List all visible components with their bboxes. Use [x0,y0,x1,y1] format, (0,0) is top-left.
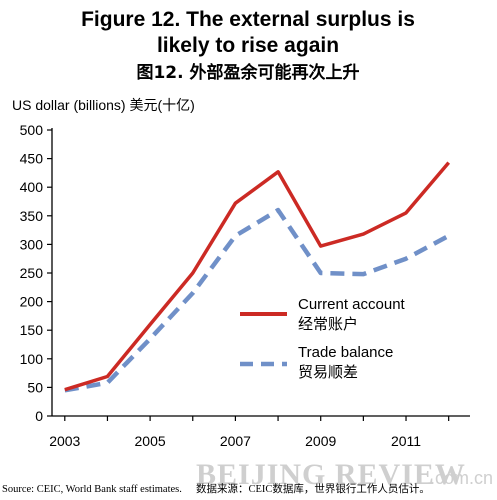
source-note: Source: CEIC, World Bank staff estimates… [2,484,182,495]
chart-title-line2: likely to rise again [157,34,339,57]
y-tick-label: 300 [20,236,44,252]
legend-label-trade-balance: Trade balance [298,344,393,361]
y-tick-label: 150 [20,322,44,338]
y-tick-label: 50 [27,379,43,395]
x-ticks: 2003 2005 2007 2009 2011 [49,416,450,449]
y-ticks: 0 50 100 150 200 250 300 350 400 450 500 [20,122,52,424]
series-line-trade-balance [64,207,450,393]
chart-title-zh: 图12. 外部盈余可能再次上升 [136,62,359,83]
x-tick-label: 2009 [305,433,336,449]
y-tick-label: 100 [20,351,44,367]
y-tick-label: 350 [20,208,44,224]
y-tick-label: 500 [20,122,44,138]
x-tick-label: 2011 [391,433,421,449]
y-tick-label: 250 [20,265,44,281]
x-tick-label: 2005 [135,433,166,449]
x-tick-label: 2003 [49,433,80,449]
x-tick-label: 2007 [220,433,251,449]
legend: Current account 经常账户 Trade balance 贸易顺差 [240,296,406,381]
watermark-domain: .com.cn [430,468,493,488]
y-axis-label: US dollar (billions) 美元(十亿) [12,97,195,113]
y-tick-label: 400 [20,179,44,195]
y-tick-label: 0 [35,408,43,424]
y-tick-label: 200 [20,294,44,310]
y-tick-label: 450 [20,151,44,167]
watermark-text: BEIJING REVIEW [196,458,466,491]
series-layer [64,161,451,393]
series-line-current-account [64,161,451,392]
chart-title-line1: Figure 12. The external surplus is [81,8,415,31]
legend-label-current-account-zh: 经常账户 [298,316,358,333]
source-note-zh: 数据来源：CEIC数据库，世界银行工作人员估计。 [196,482,430,495]
axes [51,128,470,417]
legend-label-current-account: Current account [298,296,406,313]
legend-label-trade-balance-zh: 贸易顺差 [298,364,358,381]
